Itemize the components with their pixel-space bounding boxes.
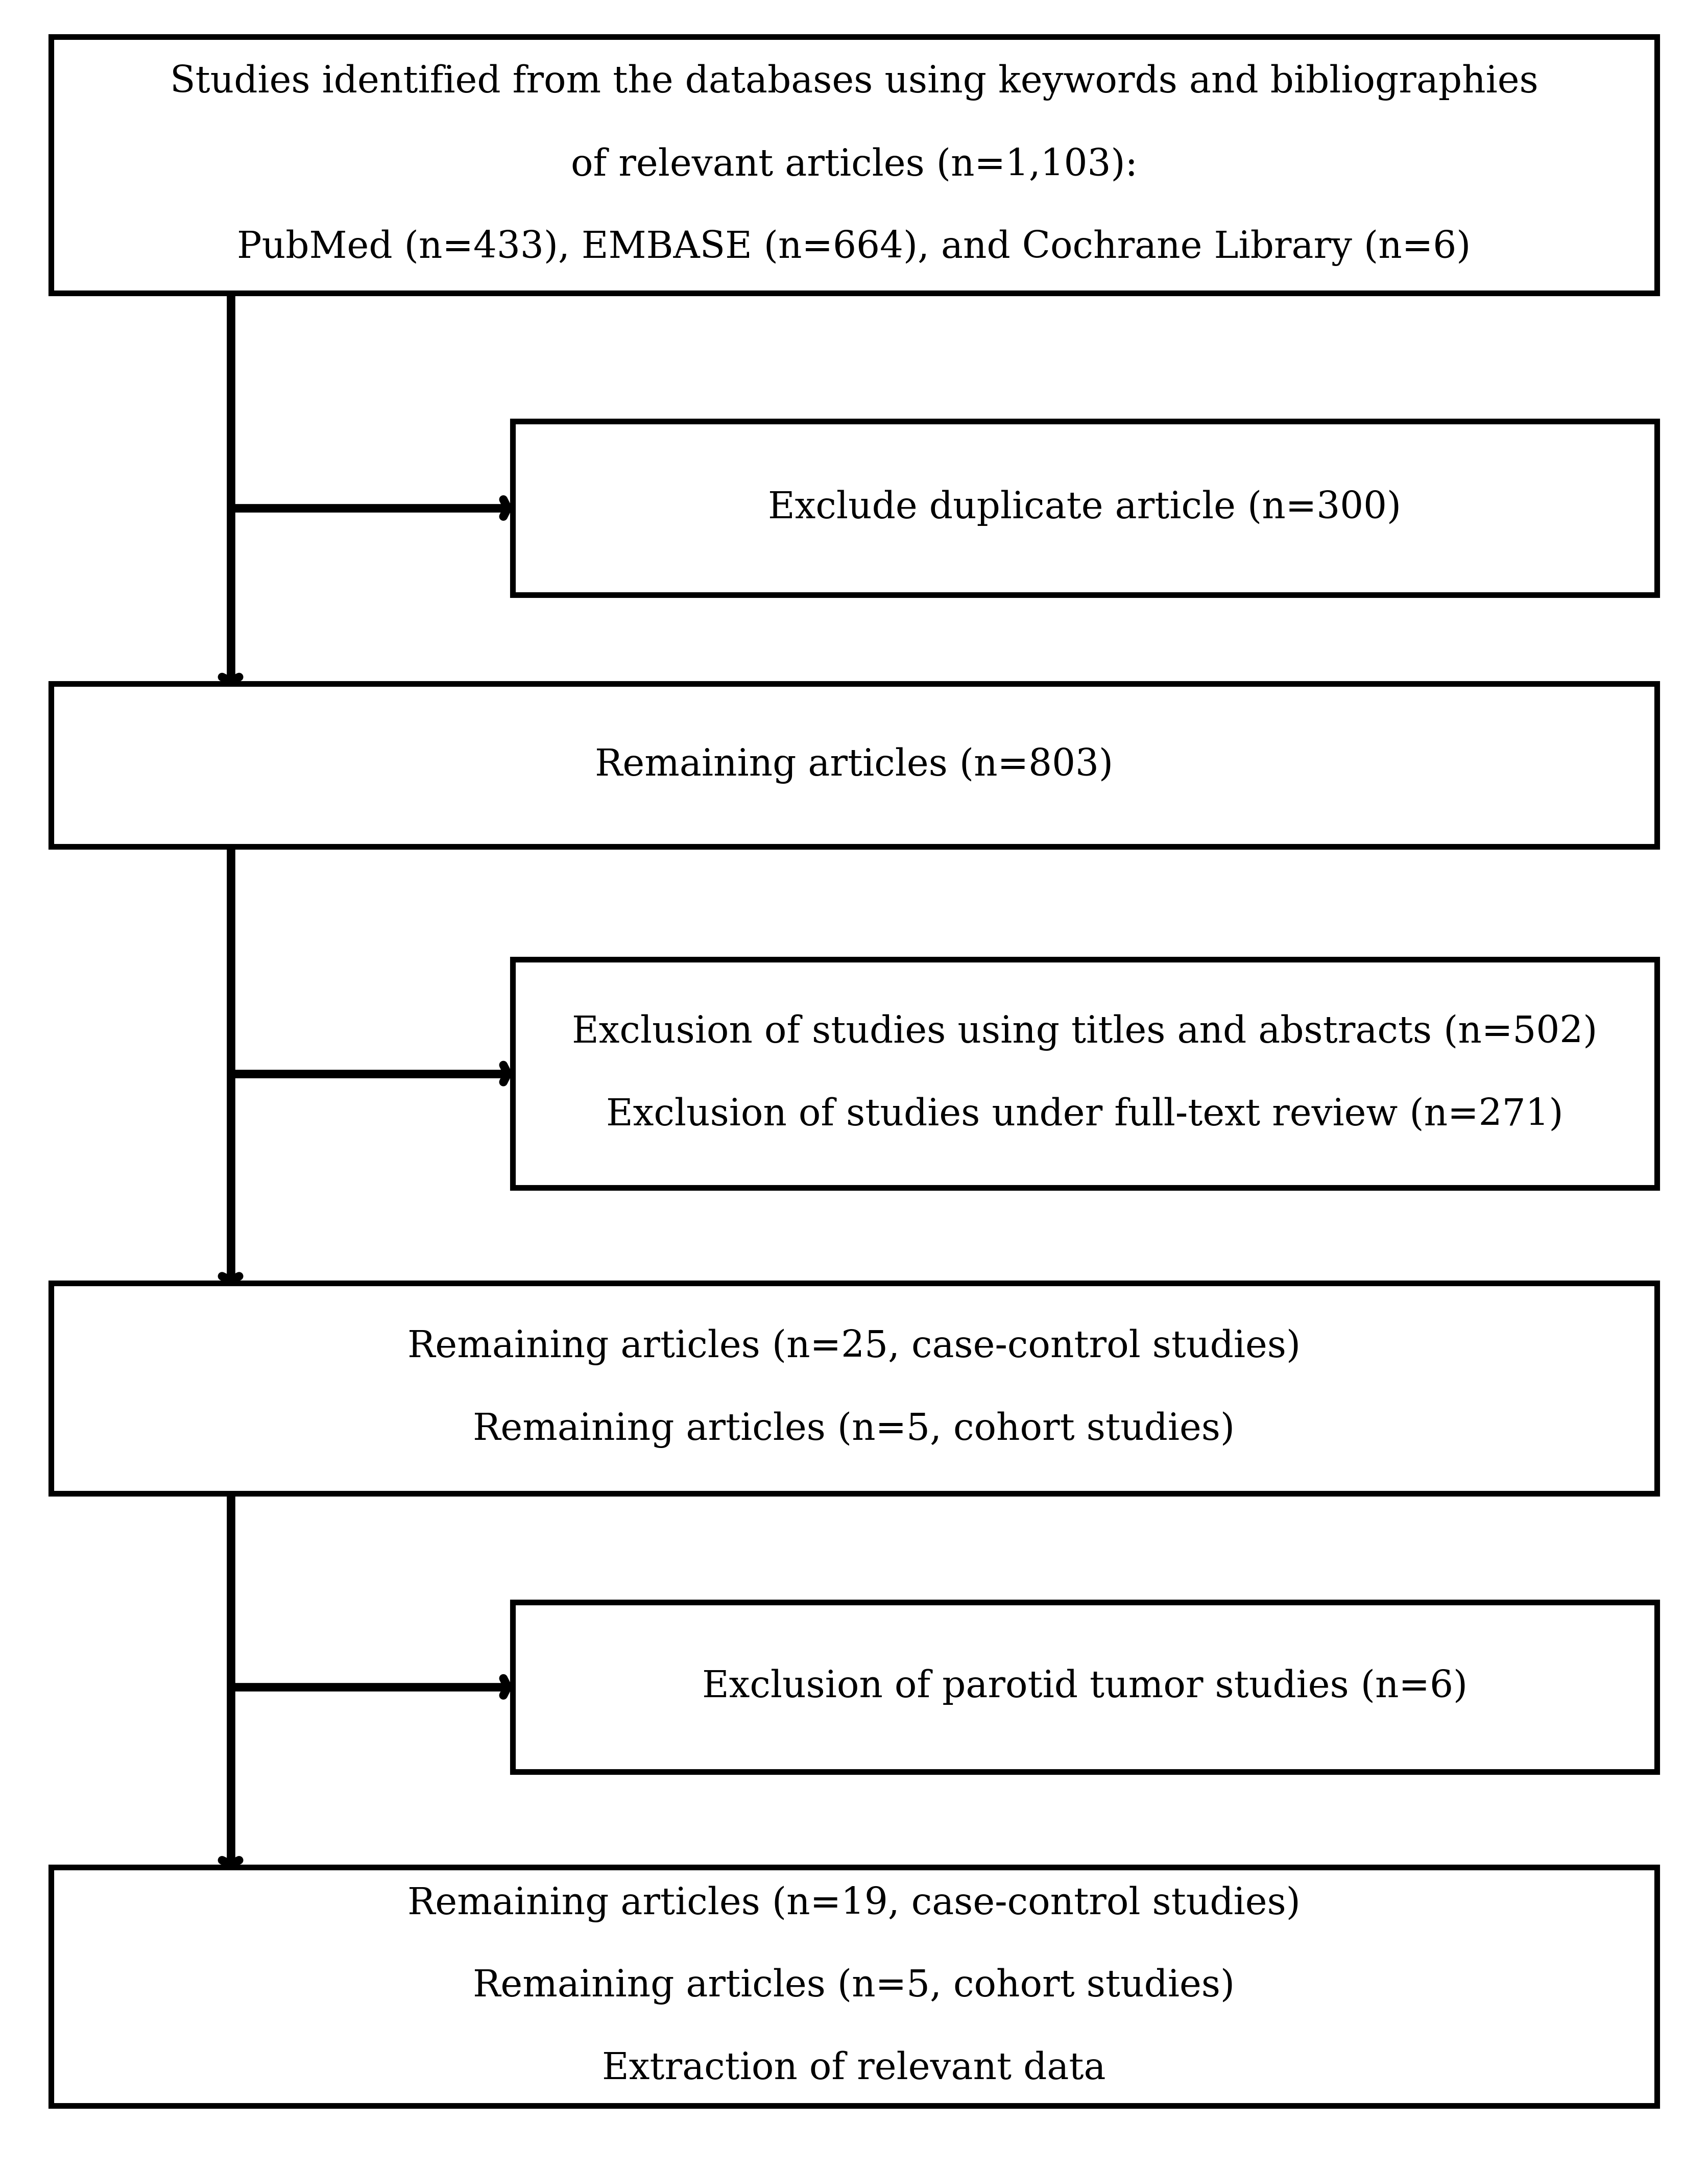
Bar — [51, 1283, 1657, 1494]
Bar — [51, 684, 1657, 847]
Bar — [51, 1867, 1657, 2106]
Text: Remaining articles (n=5, cohort studies): Remaining articles (n=5, cohort studies) — [473, 1411, 1235, 1448]
Text: Exclude duplicate article (n=300): Exclude duplicate article (n=300) — [769, 491, 1401, 525]
Text: Remaining articles (n=803): Remaining articles (n=803) — [594, 747, 1114, 784]
Text: Exclusion of parotid tumor studies (n=6): Exclusion of parotid tumor studies (n=6) — [702, 1669, 1467, 1704]
Bar — [512, 421, 1657, 595]
Text: Studies identified from the databases using keywords and bibliographies: Studies identified from the databases us… — [169, 65, 1539, 100]
Text: Exclusion of studies under full-text review (n=271): Exclusion of studies under full-text rev… — [606, 1096, 1563, 1133]
Text: PubMed (n=433), EMBASE (n=664), and Cochrane Library (n=6): PubMed (n=433), EMBASE (n=664), and Coch… — [237, 230, 1471, 265]
Bar — [512, 1602, 1657, 1772]
Text: of relevant articles (n=1,103):: of relevant articles (n=1,103): — [570, 148, 1138, 182]
Text: Exclusion of studies using titles and abstracts (n=502): Exclusion of studies using titles and ab… — [572, 1014, 1597, 1051]
Bar — [512, 960, 1657, 1188]
Text: Remaining articles (n=19, case-control studies): Remaining articles (n=19, case-control s… — [408, 1887, 1300, 1921]
Bar — [51, 37, 1657, 293]
Text: Remaining articles (n=25, case-control studies): Remaining articles (n=25, case-control s… — [408, 1329, 1300, 1366]
Text: Remaining articles (n=5, cohort studies): Remaining articles (n=5, cohort studies) — [473, 1969, 1235, 2004]
Text: Extraction of relevant data: Extraction of relevant data — [603, 2052, 1105, 2086]
